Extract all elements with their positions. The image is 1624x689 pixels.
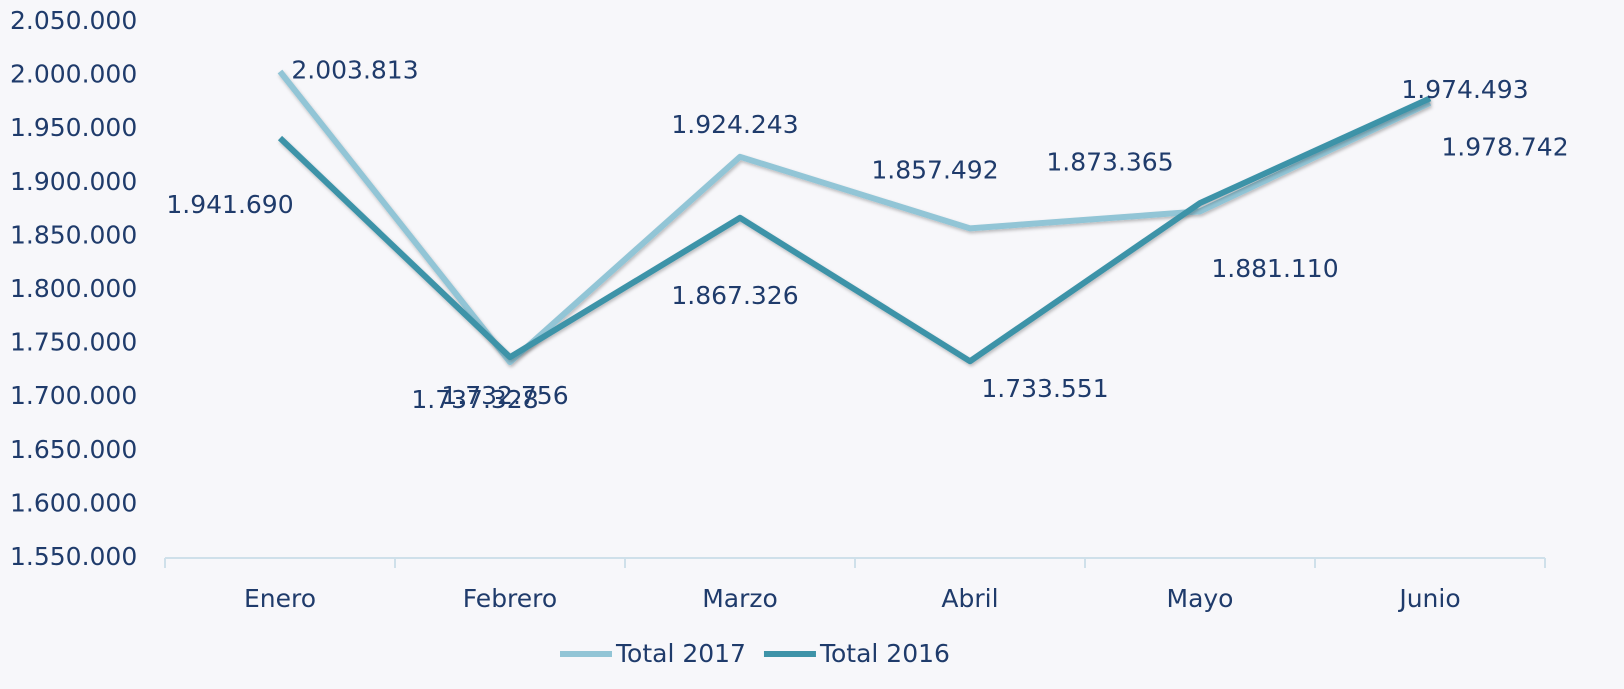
y-tick-label: 1.800.000: [10, 274, 137, 303]
data-label: 1.733.551: [981, 374, 1108, 403]
x-tick-label: Mayo: [1167, 584, 1234, 613]
series-line: [277, 95, 1432, 365]
y-tick-label: 1.750.000: [10, 328, 137, 357]
y-tick-label: 1.850.000: [10, 220, 137, 249]
data-label: 1.941.690: [166, 190, 293, 219]
data-label: 1.857.492: [871, 155, 998, 184]
data-label: 1.978.742: [1441, 132, 1568, 161]
series-line: [277, 69, 1432, 366]
data-label: 1.873.365: [1046, 147, 1173, 176]
y-tick-label: 1.700.000: [10, 381, 137, 410]
data-label: 2.003.813: [291, 56, 418, 85]
y-tick-label: 1.600.000: [10, 488, 137, 517]
y-tick-label: 1.650.000: [10, 435, 137, 464]
y-tick-label: 1.550.000: [10, 542, 137, 571]
data-label: 1.924.243: [671, 110, 798, 139]
x-tick-label: Junio: [1397, 584, 1460, 613]
legend-label: Total 2017: [615, 639, 746, 668]
legend-label: Total 2016: [819, 639, 950, 668]
y-tick-label: 1.900.000: [10, 167, 137, 196]
x-tick-label: Abril: [941, 584, 998, 613]
x-tick-label: Marzo: [702, 584, 778, 613]
y-tick-label: 2.050.000: [10, 6, 137, 35]
x-tick-label: Febrero: [463, 584, 557, 613]
x-tick-label: Enero: [244, 584, 316, 613]
data-label: 1.974.493: [1401, 75, 1528, 104]
data-label: 1.881.110: [1211, 254, 1338, 283]
y-tick-label: 2.000.000: [10, 60, 137, 89]
data-label: 1.867.326: [671, 281, 798, 310]
data-label: 1.737.328: [411, 385, 538, 414]
data-label: 1.732.756: [441, 381, 568, 410]
y-tick-label: 1.950.000: [10, 113, 137, 142]
